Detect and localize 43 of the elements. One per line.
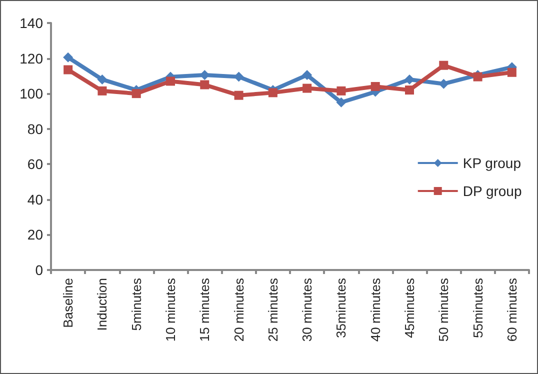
point [302,70,312,80]
x-tick-label: Induction [94,278,110,331]
point [404,74,414,84]
x-tick-label: 10 minutes [163,278,178,342]
x-tick-label: 45minutes [402,278,417,338]
point [63,52,74,62]
point [438,78,449,89]
point [97,74,108,84]
x-tick-label: 50 minutes [436,278,452,342]
point [234,90,244,100]
x-tick-label: 5minutes [128,278,144,331]
y-tick-label: 20 [27,226,44,243]
y-tick-label: 40 [27,191,44,208]
point [200,80,210,90]
point [405,86,414,95]
x-tick-label: 35minutes [334,278,349,338]
x-tick-label: 25 minutes [265,278,280,342]
legend-label: KP group [462,155,522,171]
y-tick-label: 0 [35,262,44,278]
y-tick-label: 60 [27,156,44,172]
point [64,65,73,74]
point [268,88,278,98]
x-tick-label: 60 minutes [504,278,520,342]
x-tick-label: 20 minutes [231,278,246,342]
point [439,60,448,70]
legend-label: DP group [462,183,522,199]
y-tick-label: 120 [20,50,44,66]
point [336,97,346,108]
x-tick-label: 15 minutes [197,278,212,342]
x-tick-label: 40 minutes [368,278,383,342]
point [507,68,516,77]
y-tick-label: 140 [20,15,44,31]
point [336,86,346,96]
point [166,76,175,86]
point [370,82,380,92]
point [98,86,107,96]
x-tick-label: 30 minutes [300,278,315,342]
y-tick-label: 80 [27,120,44,137]
x-tick-label: Baseline [60,278,76,328]
point [302,84,312,93]
y-tick-label: 100 [20,86,44,102]
point [132,89,141,98]
x-tick-label: 55minutes [470,278,486,338]
